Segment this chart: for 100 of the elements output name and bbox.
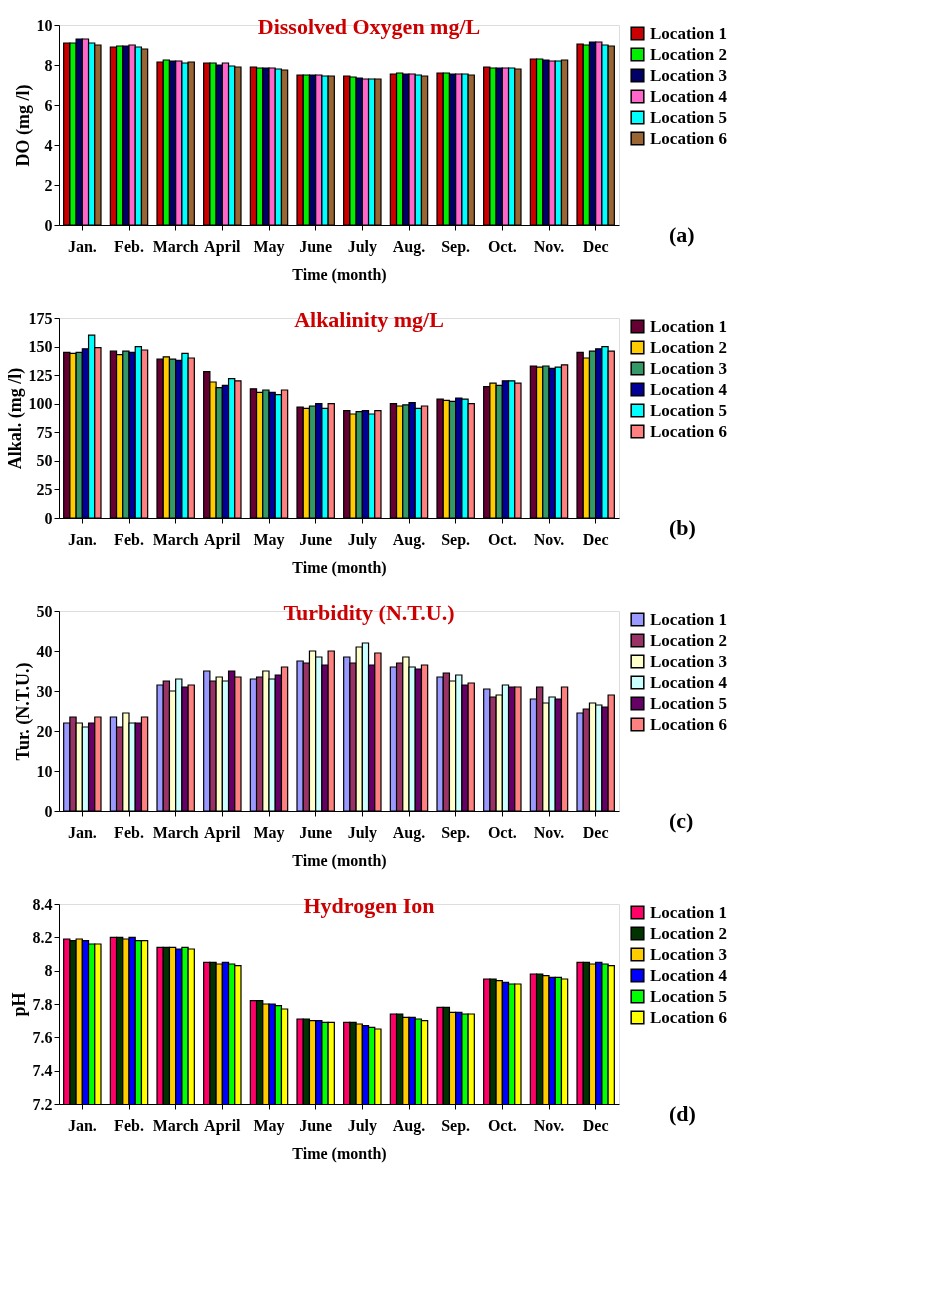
- legend-label: Location 1: [650, 609, 727, 629]
- y-tick-label: 0: [44, 802, 53, 820]
- legend-label: Location 6: [650, 1007, 727, 1027]
- x-tick-label: Dec: [582, 530, 609, 548]
- x-tick-label: June: [299, 237, 333, 255]
- x-tick-label: April: [204, 530, 242, 549]
- x-tick-label: Jan.: [67, 1116, 97, 1134]
- legend-label: Location 3: [650, 944, 727, 964]
- legend-label: Location 1: [650, 902, 727, 922]
- y-axis-title: pH: [8, 992, 29, 1017]
- y-tick-label: 50: [36, 602, 53, 620]
- x-tick-label: March: [152, 823, 199, 841]
- x-tick-label: Jan.: [67, 823, 97, 841]
- x-tick-label: July: [347, 530, 378, 549]
- y-tick-label: 8.4: [32, 895, 53, 913]
- y-tick-label: 10: [36, 16, 53, 34]
- chart-title: Hydrogen Ion: [303, 893, 435, 918]
- y-tick-label: 125: [28, 366, 53, 384]
- x-axis-title: Time (month): [292, 265, 387, 284]
- legend-label: Location 3: [650, 651, 727, 671]
- x-tick-label: Aug.: [392, 1116, 426, 1135]
- y-tick-label: 8.2: [32, 928, 53, 946]
- text: (c): [669, 808, 694, 833]
- x-axis-title: Time (month): [292, 1144, 387, 1163]
- x-tick-label: June: [299, 823, 333, 841]
- x-tick-label: Aug.: [392, 237, 426, 256]
- y-tick-label: 100: [28, 395, 53, 413]
- y-tick-label: 75: [36, 423, 53, 441]
- x-tick-label: Nov.: [533, 237, 565, 255]
- x-tick-label: Sep.: [441, 530, 471, 549]
- legend-label: Location 2: [650, 630, 727, 650]
- chart-title: Dissolved Oxygen mg/L: [257, 14, 481, 39]
- y-tick-label: 30: [36, 682, 53, 700]
- legend-label: Location 6: [650, 128, 727, 148]
- y-tick-label: 0: [44, 216, 53, 234]
- x-axis-title: Time (month): [292, 558, 387, 577]
- legend-label: Location 2: [650, 923, 727, 943]
- x-tick-label: Oct.: [487, 237, 517, 255]
- x-tick-label: Dec: [582, 1116, 609, 1134]
- x-tick-label: Feb.: [114, 530, 144, 548]
- x-tick-label: Jan.: [67, 237, 97, 255]
- y-axis-title: Alkal. (mg /l): [4, 367, 26, 470]
- y-tick-label: 150: [28, 338, 53, 356]
- y-tick-label: 7.8: [32, 995, 53, 1013]
- y-tick-label: 40: [36, 642, 53, 660]
- x-tick-label: March: [152, 237, 199, 255]
- x-tick-label: March: [152, 1116, 199, 1134]
- legend-label: Location 4: [650, 86, 728, 106]
- y-axis-title: DO (mg /l): [12, 84, 34, 167]
- x-tick-label: May: [253, 237, 285, 256]
- legend-label: Location 5: [650, 693, 727, 713]
- legend-label: Location 1: [650, 23, 727, 43]
- legend-label: Location 6: [650, 421, 727, 441]
- x-tick-label: May: [253, 823, 285, 842]
- legend-label: Location 3: [650, 358, 727, 378]
- x-tick-label: April: [204, 237, 242, 256]
- x-tick-label: June: [299, 530, 333, 548]
- legend-label: Location 5: [650, 107, 727, 127]
- legend-label: Location 1: [650, 316, 727, 336]
- y-tick-label: 8: [44, 56, 53, 74]
- x-tick-label: July: [347, 237, 378, 256]
- x-tick-label: Oct.: [487, 530, 517, 548]
- y-tick-label: 50: [36, 452, 53, 470]
- x-tick-label: Dec: [582, 823, 609, 841]
- legend-label: Location 6: [650, 714, 727, 734]
- y-tick-label: 25: [36, 480, 53, 498]
- y-tick-label: 7.6: [32, 1028, 53, 1046]
- x-tick-label: Nov.: [533, 823, 565, 841]
- y-tick-label: 4: [44, 136, 53, 154]
- y-tick-label: 8: [44, 962, 53, 980]
- chart-title: Alkalinity mg/L: [294, 307, 444, 332]
- x-tick-label: May: [253, 1116, 285, 1135]
- x-axis-title: Time (month): [292, 851, 387, 870]
- y-tick-label: 7.2: [32, 1095, 53, 1113]
- y-tick-label: 2: [44, 176, 53, 194]
- x-tick-label: April: [204, 1116, 242, 1135]
- y-tick-label: 20: [36, 722, 53, 740]
- x-tick-label: Oct.: [487, 1116, 517, 1134]
- x-tick-label: July: [347, 823, 378, 842]
- x-tick-label: Nov.: [533, 530, 565, 548]
- y-tick-label: 6: [44, 96, 53, 114]
- y-tick-label: 10: [36, 762, 53, 780]
- x-tick-label: April: [204, 823, 242, 842]
- y-axis-title: Tur. (N.T.U.): [12, 662, 34, 761]
- legend-label: Location 4: [650, 672, 728, 692]
- x-tick-label: Sep.: [441, 237, 471, 256]
- x-tick-label: Jan.: [67, 530, 97, 548]
- y-tick-label: 7.4: [32, 1062, 53, 1080]
- x-tick-label: Aug.: [392, 823, 426, 842]
- legend-label: Location 2: [650, 337, 727, 357]
- x-tick-label: Sep.: [441, 1116, 471, 1135]
- x-tick-label: June: [299, 1116, 333, 1134]
- y-tick-label: 0: [44, 509, 53, 527]
- y-tick-label: 175: [28, 309, 53, 327]
- legend-label: Location 4: [650, 965, 728, 985]
- x-tick-label: Sep.: [441, 823, 471, 842]
- text: (a): [669, 222, 695, 247]
- chart-title: Turbidity (N.T.U.): [283, 600, 455, 625]
- x-tick-label: Dec: [582, 237, 609, 255]
- legend-label: Location 5: [650, 986, 727, 1006]
